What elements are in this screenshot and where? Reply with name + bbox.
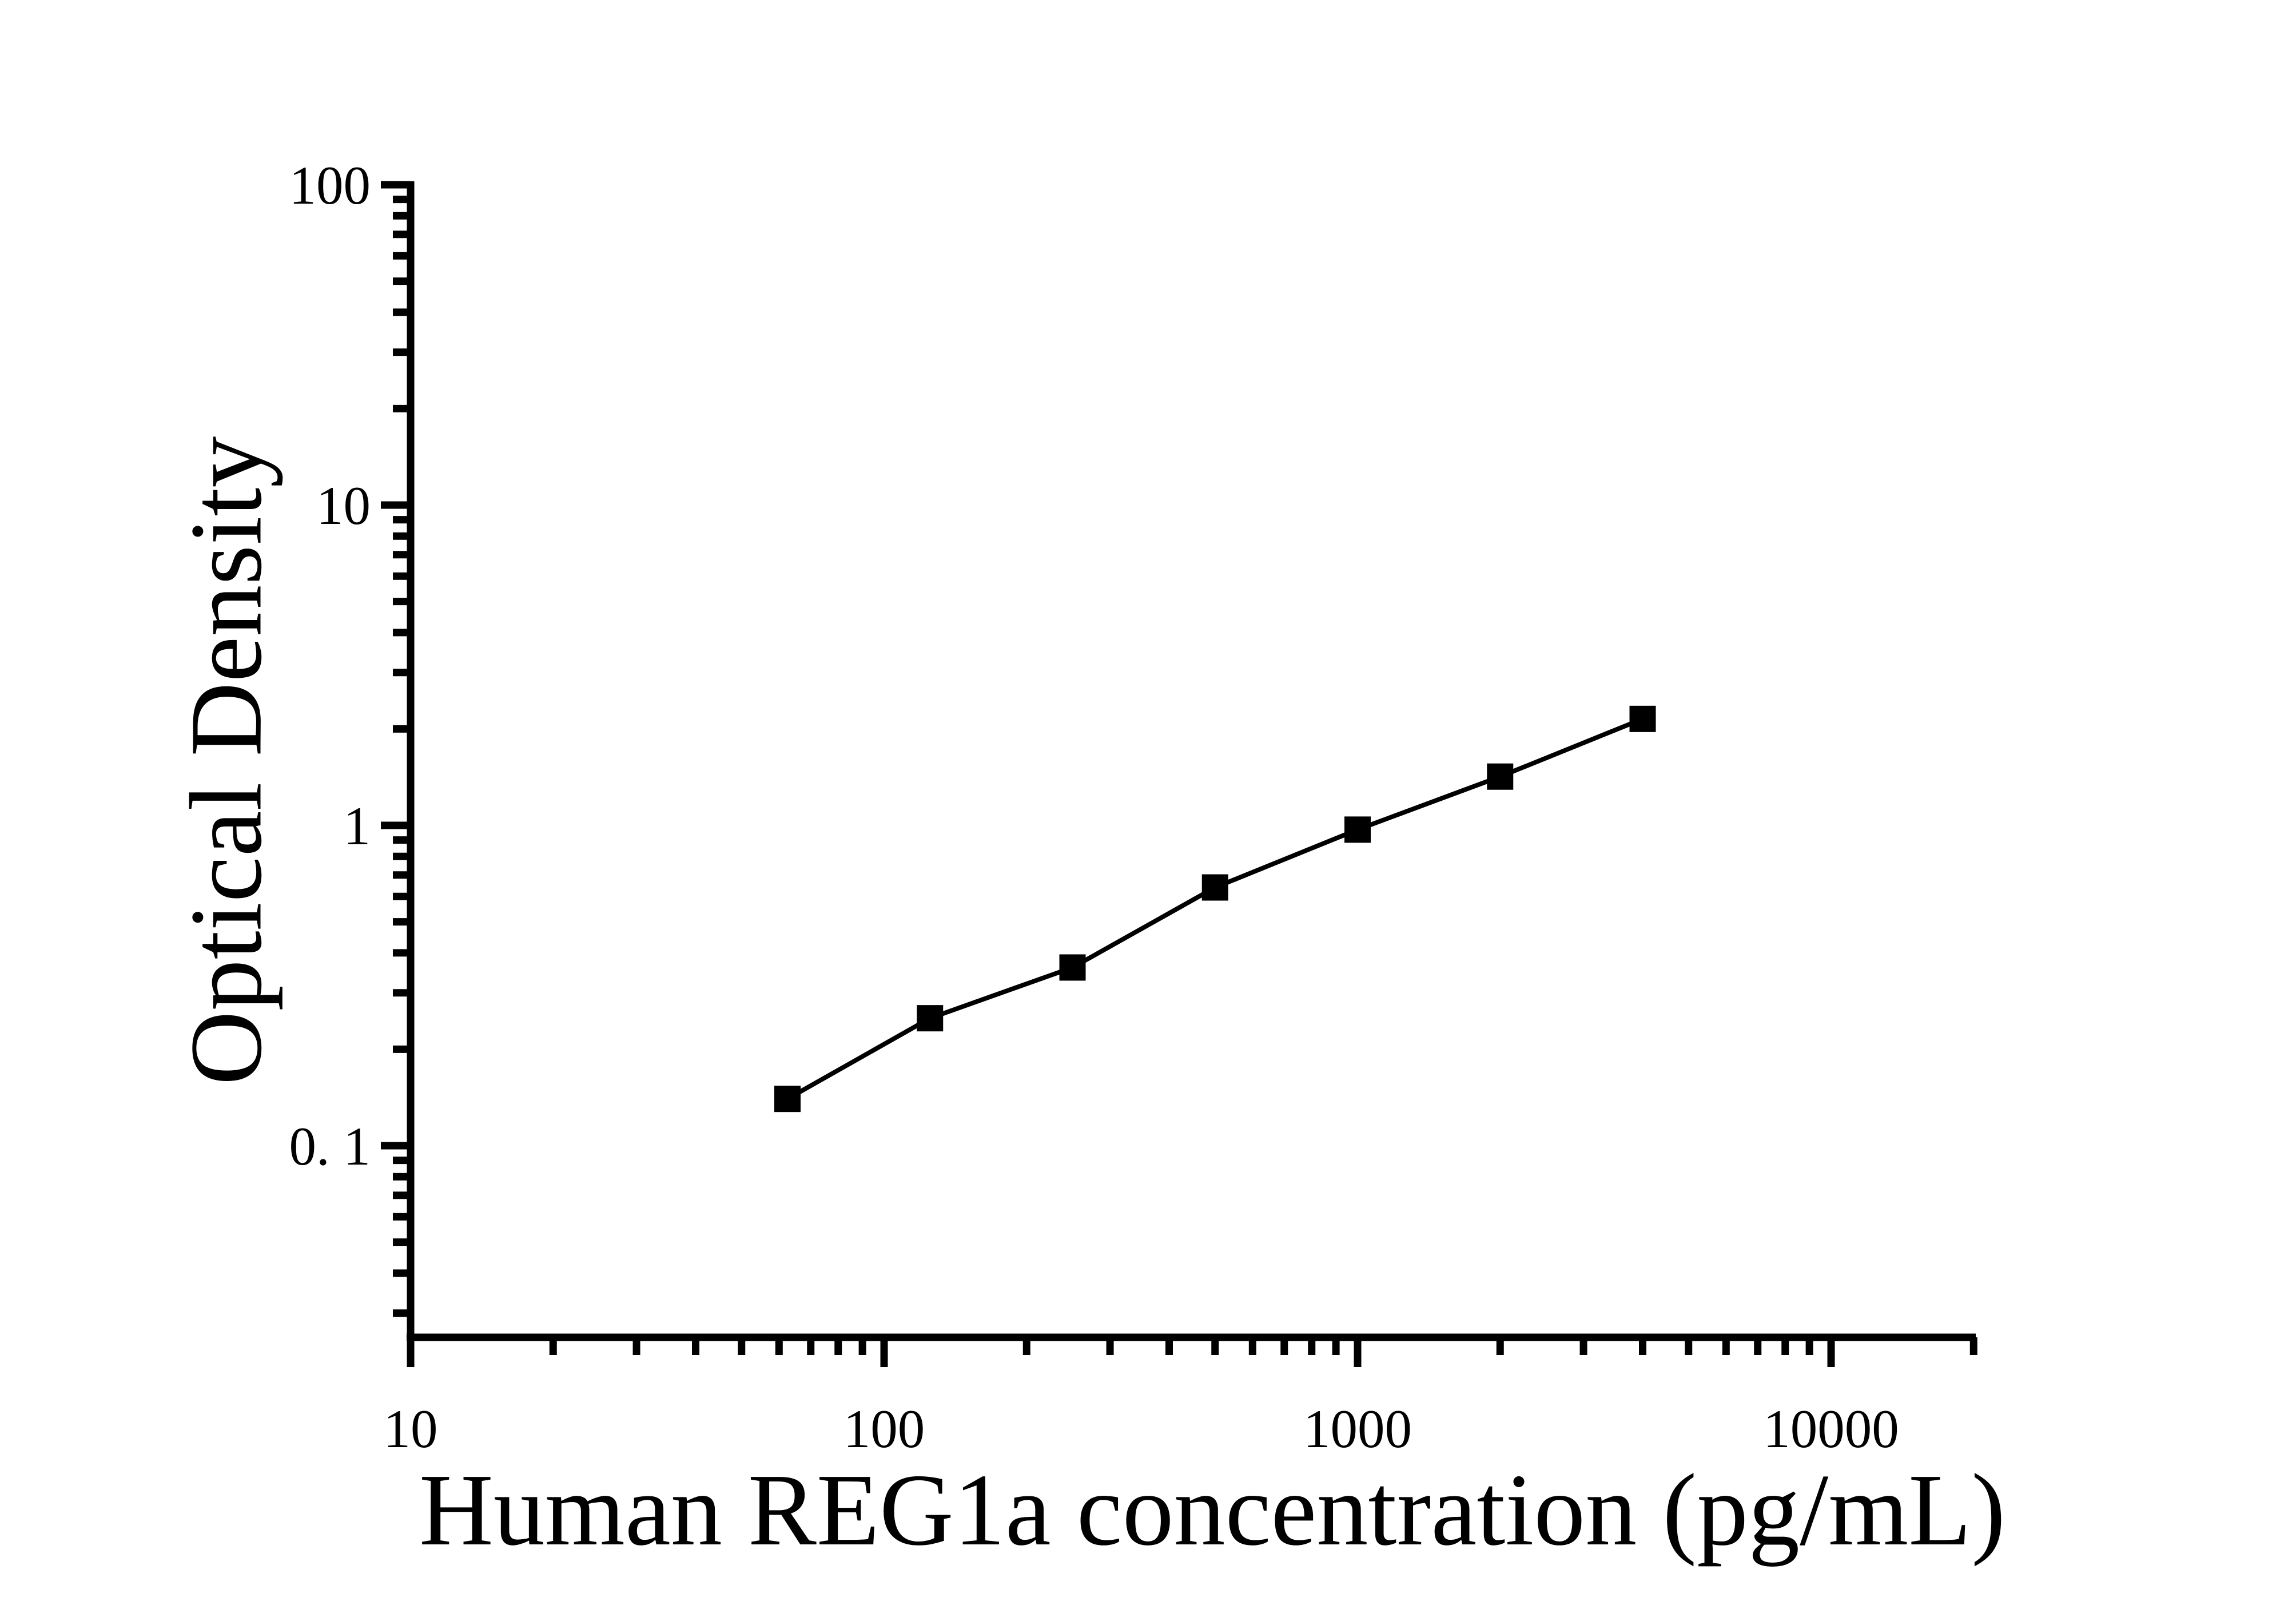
data-point-marker: [1059, 954, 1086, 981]
x-tick-label: 100: [843, 1399, 925, 1459]
y-tick-label: 100: [289, 155, 371, 216]
x-tick-label: 10000: [1763, 1399, 1899, 1459]
y-tick-label: 0. 1: [289, 1116, 371, 1177]
data-point-marker: [1629, 705, 1656, 732]
data-point-marker: [917, 1005, 944, 1032]
y-tick-label: 10: [316, 475, 371, 536]
y-axis-title: Optical Density: [169, 436, 283, 1086]
axes: 100 10 1 0. 1 10 100 1000 10000: [289, 155, 1977, 1459]
y-tick-label: 1: [344, 796, 371, 856]
data-point-marker: [1487, 763, 1514, 790]
x-tick-label: 1000: [1303, 1399, 1412, 1459]
data-point-marker: [1344, 816, 1371, 843]
data-point-marker: [1201, 874, 1228, 901]
curve-line: [786, 717, 1644, 1101]
x-axis-title: Human REG1a concentration (pg/mL): [419, 1453, 2005, 1567]
data-point-marker: [774, 1086, 801, 1113]
data-series: [774, 705, 1656, 1113]
x-tick-label: 10: [384, 1399, 438, 1459]
